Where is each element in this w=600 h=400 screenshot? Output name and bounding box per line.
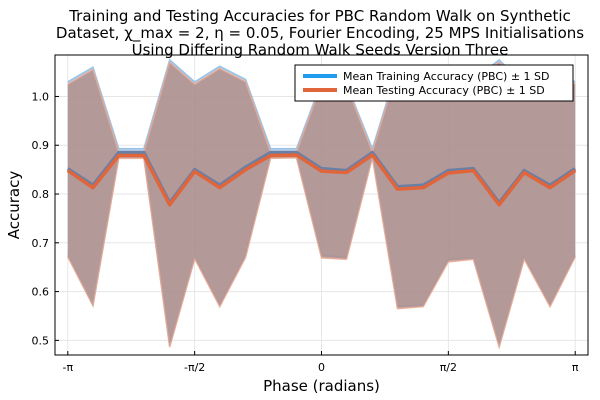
y-axis-label: Accuracy xyxy=(5,171,23,240)
x-tick-label: -π/2 xyxy=(184,361,205,374)
y-tick-label: 0.9 xyxy=(32,139,50,152)
x-tick-label: π xyxy=(572,361,579,374)
x-tick-label: -π xyxy=(62,361,73,374)
y-tick-label: 0.6 xyxy=(32,286,50,299)
x-tick-label: π/2 xyxy=(440,361,457,374)
sd-band-lower-edge xyxy=(67,157,576,350)
chart-title-line: Training and Testing Accuracies for PBC … xyxy=(68,7,571,25)
chart-title-line: Dataset, χ_max = 2, η = 0.05, Fourier En… xyxy=(56,24,584,43)
testing-mean-line xyxy=(66,153,577,207)
y-tick-label: 0.8 xyxy=(32,188,50,201)
legend-entry-label: Mean Training Accuracy (PBC) ± 1 SD xyxy=(343,70,550,83)
x-axis-ticks: -π -π/2 0 π/2 π xyxy=(62,351,579,374)
legend-entry-label: Mean Testing Accuracy (PBC) ± 1 SD xyxy=(343,84,545,97)
mean-lines xyxy=(66,150,577,207)
legend: Mean Training Accuracy (PBC) ± 1 SDMean … xyxy=(294,64,574,102)
x-tick-label: 0 xyxy=(318,361,325,374)
y-tick-label: 0.5 xyxy=(32,334,50,347)
y-axis-ticks: 0.5 0.6 0.7 0.8 0.9 1.0 xyxy=(32,90,59,347)
sd-band xyxy=(67,62,576,348)
chart-title-line: Using Differing Random Walk Seeds Versio… xyxy=(132,41,509,59)
y-tick-label: 1.0 xyxy=(32,90,50,103)
x-axis-label: Phase (radians) xyxy=(263,377,380,395)
y-tick-label: 0.7 xyxy=(32,237,50,250)
chart-title: Training and Testing Accuracies for PBC … xyxy=(56,7,584,59)
legend-box xyxy=(294,64,574,102)
